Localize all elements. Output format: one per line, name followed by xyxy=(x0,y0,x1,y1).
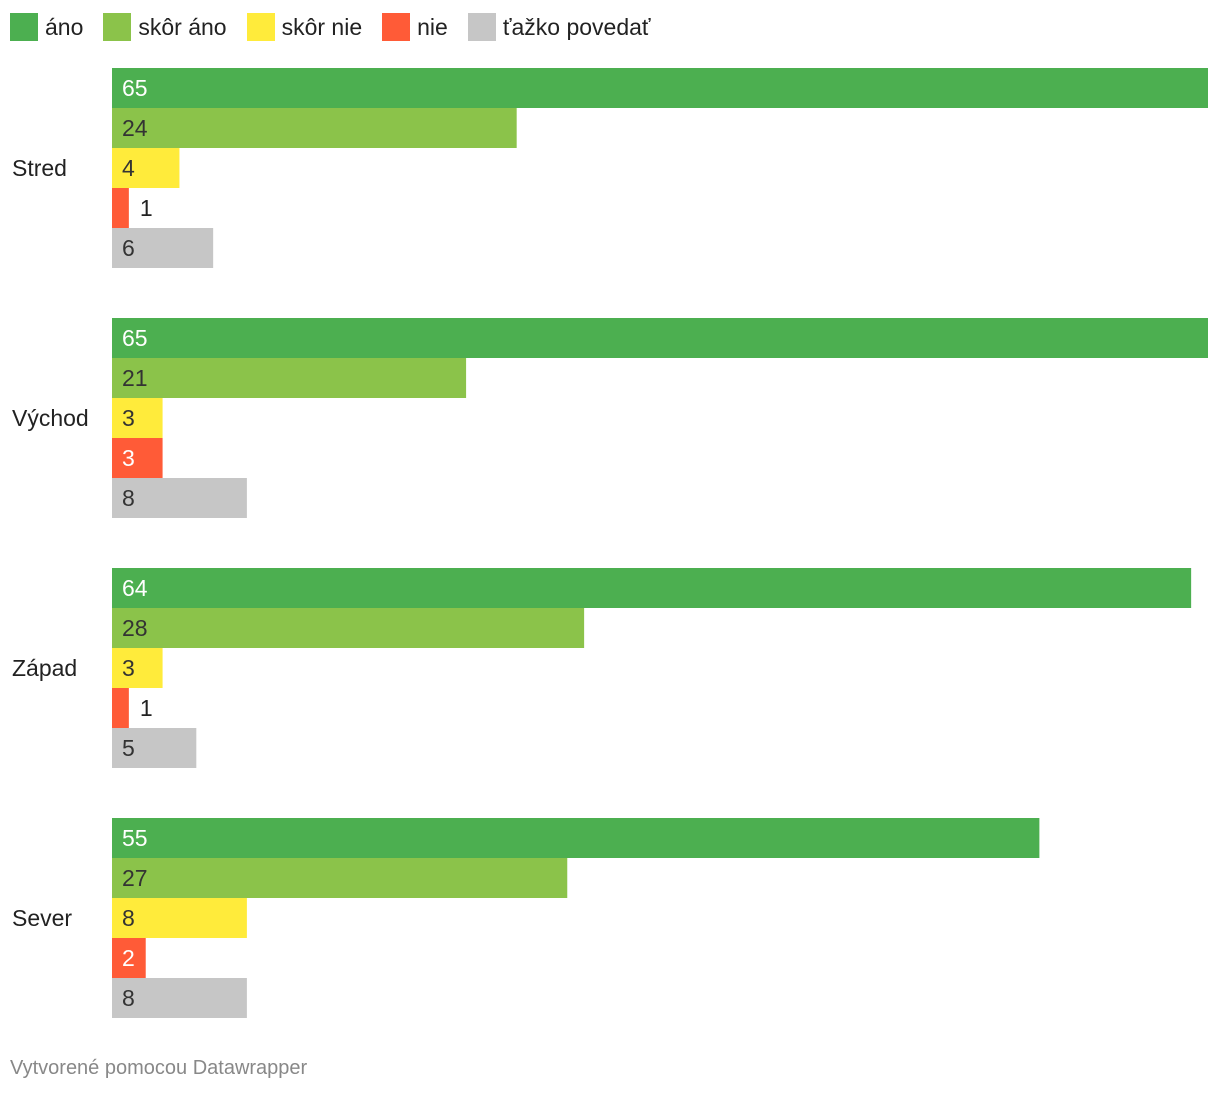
value-label: 27 xyxy=(122,865,148,891)
bar xyxy=(112,898,247,938)
legend-label: áno xyxy=(45,13,84,40)
value-label: 8 xyxy=(122,985,135,1011)
value-label: 4 xyxy=(122,155,135,181)
bar xyxy=(112,608,585,648)
legend-label: ťažko povedať xyxy=(502,13,651,40)
value-label: 64 xyxy=(122,575,148,601)
value-label: 8 xyxy=(122,485,135,511)
value-label: 8 xyxy=(122,905,135,931)
bar xyxy=(112,358,467,398)
value-label: 2 xyxy=(122,945,135,971)
bar xyxy=(112,148,180,188)
legend-swatch xyxy=(10,13,38,41)
value-label: 24 xyxy=(122,115,148,141)
legend-label: skôr nie xyxy=(281,13,363,40)
bar xyxy=(112,318,1208,358)
legend-label: nie xyxy=(417,13,448,40)
legend-item: skôr áno xyxy=(103,13,227,41)
footer-credit: Vytvorené pomocou Datawrapper xyxy=(10,1057,308,1079)
bar xyxy=(112,68,1208,108)
legend-item: áno xyxy=(10,13,83,41)
bar xyxy=(112,568,1192,608)
bar xyxy=(112,438,163,478)
legend-swatch xyxy=(246,13,275,41)
bar xyxy=(112,858,568,898)
value-label: 1 xyxy=(140,695,153,721)
value-label: 3 xyxy=(122,445,135,471)
bar xyxy=(112,728,197,768)
value-label: 28 xyxy=(122,615,148,641)
legend-item: ťažko povedať xyxy=(467,13,651,41)
value-label: 3 xyxy=(122,655,135,681)
value-label: 5 xyxy=(122,735,135,761)
value-label: 1 xyxy=(140,195,153,221)
legend-item: skôr nie xyxy=(246,13,363,41)
value-label: 6 xyxy=(122,235,135,261)
legend-item: nie xyxy=(382,13,448,41)
bar xyxy=(112,818,1040,858)
category-label: Západ xyxy=(12,655,77,681)
value-label: 55 xyxy=(122,825,148,851)
category-label: Východ xyxy=(12,405,89,431)
value-label: 65 xyxy=(122,75,148,101)
legend-swatch xyxy=(382,13,411,41)
bar xyxy=(112,938,146,978)
value-label: 65 xyxy=(122,325,148,351)
category-label: Stred xyxy=(12,155,67,181)
category-label: Sever xyxy=(12,905,72,931)
bar xyxy=(112,478,247,518)
bar xyxy=(112,398,163,438)
value-label: 3 xyxy=(122,405,135,431)
bar xyxy=(112,978,247,1018)
chart-legend: áno skôr áno skôr nie nie ťažko povedať xyxy=(10,12,671,42)
bar xyxy=(112,108,517,148)
bar xyxy=(112,688,129,728)
legend-swatch xyxy=(467,13,496,41)
legend-swatch xyxy=(103,13,132,41)
bar xyxy=(112,648,163,688)
legend-label: skôr áno xyxy=(138,13,227,40)
bar xyxy=(112,188,129,228)
bar xyxy=(112,228,214,268)
value-label: 21 xyxy=(122,365,148,391)
